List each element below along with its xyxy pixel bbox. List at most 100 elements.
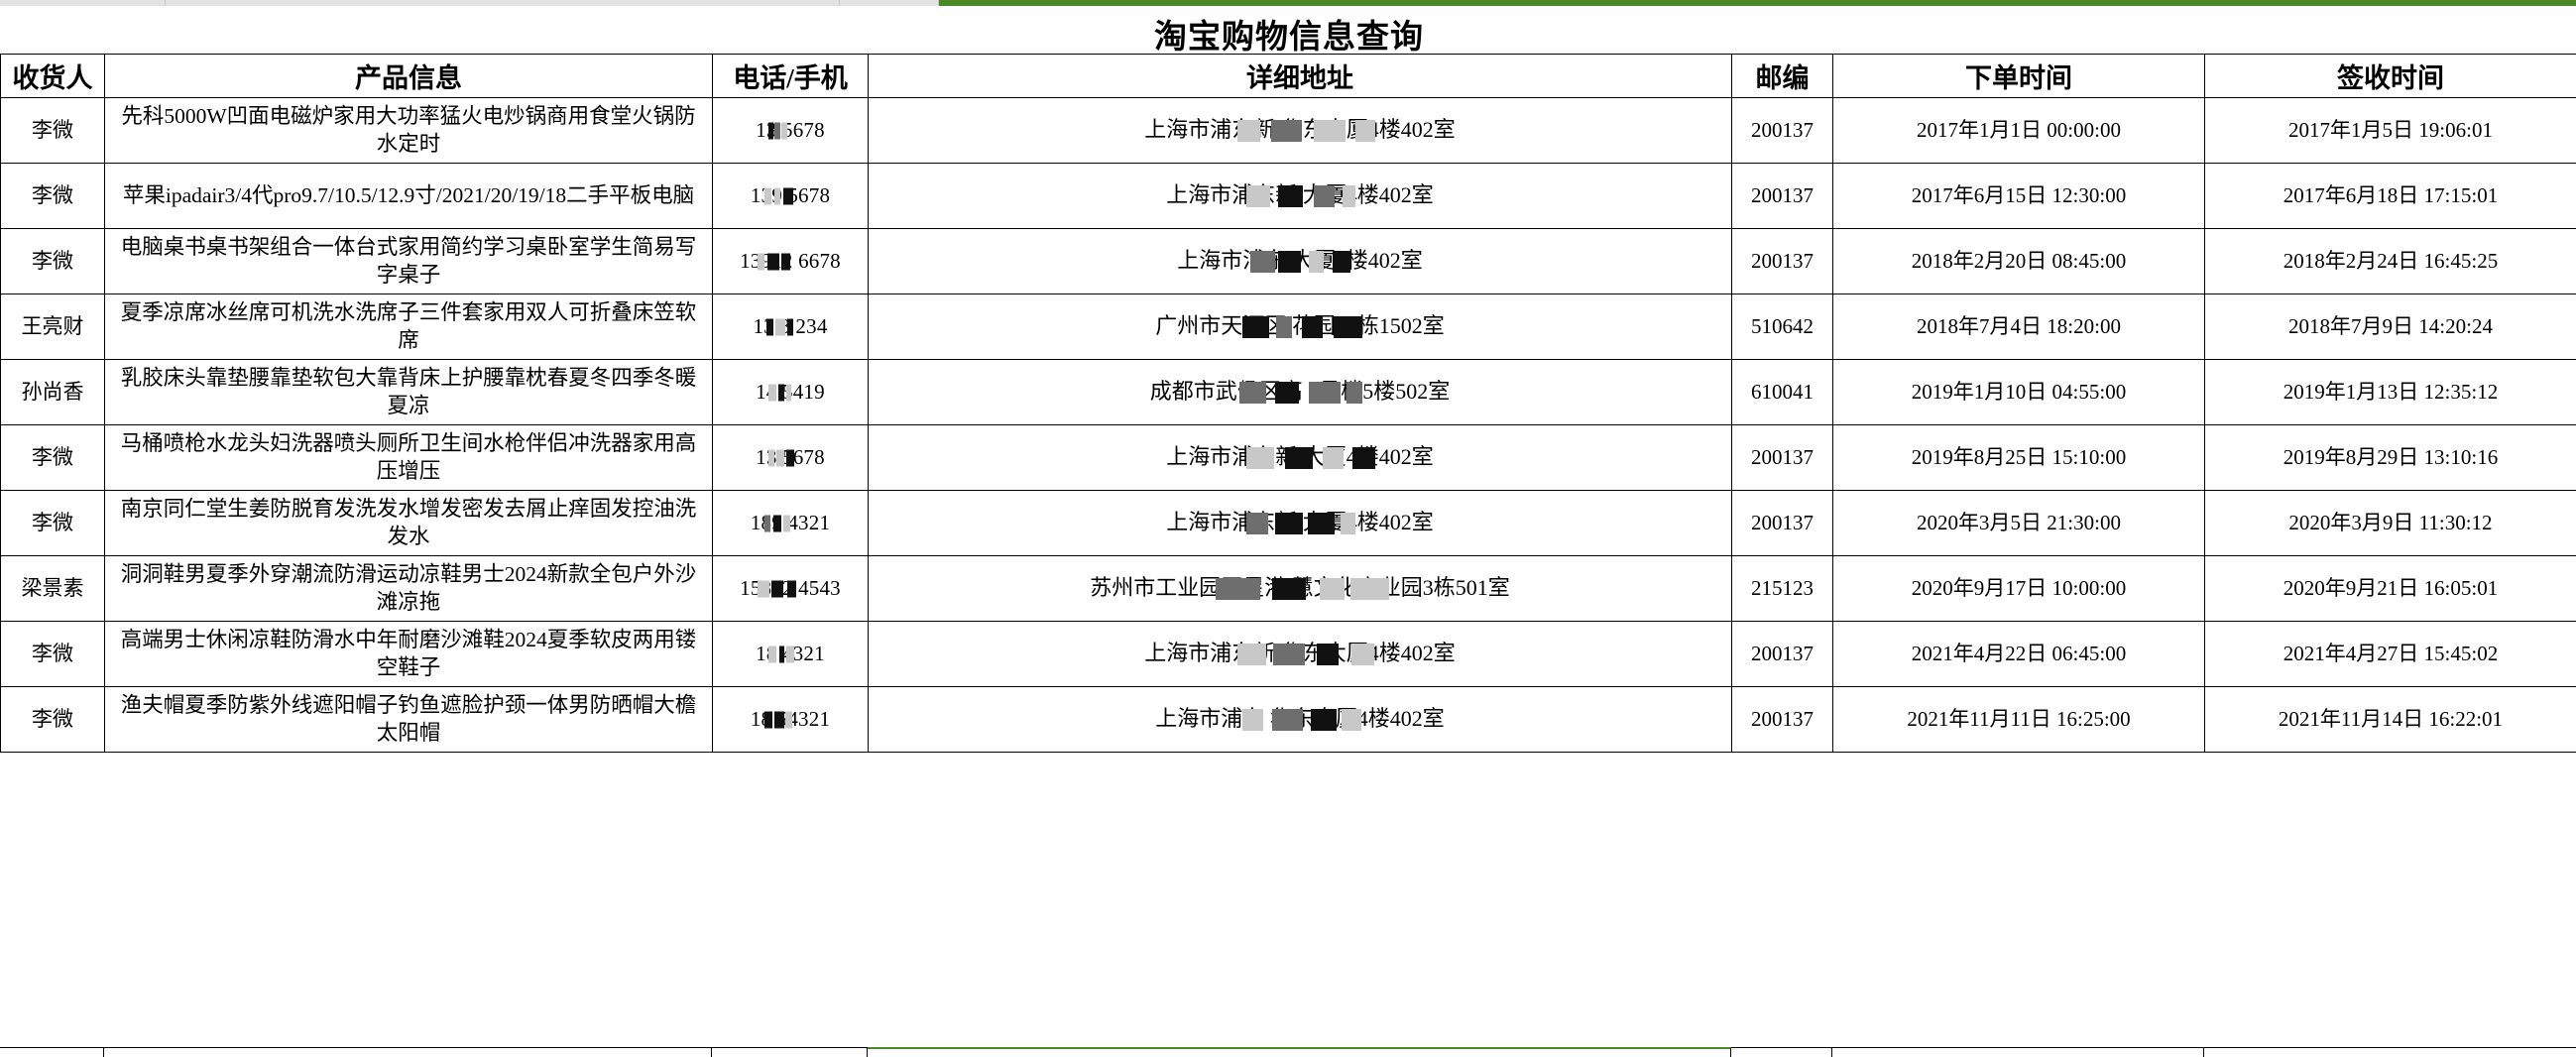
- cell-product-info[interactable]: 渔夫帽夏季防紫外线遮阳帽子钓鱼遮脸护颈一体男防晒帽大檐太阳帽: [104, 686, 713, 753]
- cell-zip[interactable]: 200137: [1731, 490, 1833, 556]
- cell-phone[interactable]: 13 5678: [712, 97, 869, 164]
- cell-zip[interactable]: 200137: [1731, 97, 1833, 164]
- redaction-block: [1322, 446, 1344, 469]
- cell-order-time[interactable]: 2019年8月25日 15:10:00: [1832, 424, 2205, 491]
- cell-phone[interactable]: 18 54321: [712, 686, 869, 753]
- cell-product-info[interactable]: 马桶喷枪水龙头妇洗器喷头厕所卫生间水枪伴侣冲洗器家用高压增压: [104, 424, 713, 491]
- cell-zip[interactable]: 200137: [1731, 424, 1833, 491]
- cell-zip[interactable]: 200137: [1731, 163, 1833, 229]
- cell-address[interactable]: 上海市浦东新 大厦4楼402室: [868, 424, 1732, 491]
- cell-address[interactable]: 上海市浦东 大厦4楼402室: [868, 228, 1732, 294]
- table-row[interactable]: 王亮财 夏季凉席冰丝席可机洗水洗席子三件套家用双人可折叠床笠软席 13 8 234 广…: [0, 294, 2576, 360]
- cell-address[interactable]: 上海市浦东新 大厦4楼402室: [868, 163, 1732, 229]
- cell-address[interactable]: 苏州市工业园区星港 慧文化产业园3栋501室: [868, 555, 1732, 622]
- column-header-recv[interactable]: 签收时间: [2204, 54, 2576, 98]
- cell-phone[interactable]: 139 5678: [712, 163, 869, 229]
- cell-product-info[interactable]: 高端男士休闲凉鞋防滑水中年耐磨沙滩鞋2024夏季软皮两用镂空鞋子: [104, 621, 713, 687]
- cell-order-time[interactable]: 2018年2月20日 08:45:00: [1832, 228, 2205, 294]
- cell-order-time[interactable]: 2021年11月11日 16:25:00: [1832, 686, 2205, 753]
- cell-phone[interactable]: 13912 6678: [712, 228, 869, 294]
- cell-recipient-name[interactable]: 李微: [0, 686, 105, 753]
- cell-receive-time[interactable]: 2017年1月5日 19:06:01: [2204, 97, 2576, 164]
- cell-product-info[interactable]: 电脑桌书桌书架组合一体台式家用简约学习桌卧室学生简易写字桌子: [104, 228, 713, 294]
- cell-phone[interactable]: 15822 4543: [712, 555, 869, 622]
- phone-text: 13 5678: [756, 445, 825, 470]
- cell-zip[interactable]: 510642: [1731, 294, 1833, 360]
- cell-recipient-name[interactable]: 李微: [0, 97, 105, 164]
- cell-order-time[interactable]: 2020年3月5日 21:30:00: [1832, 490, 2205, 556]
- cell-product-info[interactable]: 乳胶床头靠垫腰靠垫软包大靠背床上护腰靠枕春夏冬四季冬暖夏凉: [104, 359, 713, 425]
- cell-phone[interactable]: 189 4321: [712, 490, 869, 556]
- cell-product-info[interactable]: 先科5000W凹面电磁炉家用大功率猛火电炒锅商用食堂火锅防水定时: [104, 97, 713, 164]
- cell-address[interactable]: 成都市武侯区高 3号楼5楼502室: [868, 359, 1732, 425]
- table-row[interactable]: 李微 高端男士休闲凉鞋防滑水中年耐磨沙滩鞋2024夏季软皮两用镂空鞋子 18 432…: [0, 621, 2576, 687]
- table-row[interactable]: 李微 南京同仁堂生姜防脱育发洗发水增发密发去屑止痒固发控油洗发水 189 4321 上…: [0, 490, 2576, 556]
- cell-recipient-name[interactable]: 李微: [0, 163, 105, 229]
- cell-address[interactable]: 上海市浦东 华东大厦4楼402室: [868, 686, 1732, 753]
- cell-phone[interactable]: 14 5419: [712, 359, 869, 425]
- cell-zip[interactable]: 200137: [1731, 621, 1833, 687]
- column-header-prod[interactable]: 产品信息: [104, 54, 713, 98]
- cell-receive-time[interactable]: 2021年4月27日 15:45:02: [2204, 621, 2576, 687]
- cell-order-time[interactable]: 2020年9月17日 10:00:00: [1832, 555, 2205, 622]
- redaction-block: [1237, 643, 1266, 665]
- redaction-block: [783, 187, 793, 204]
- cell-receive-time[interactable]: 2019年1月13日 12:35:12: [2204, 359, 2576, 425]
- cell-recipient-name[interactable]: 梁景素: [0, 555, 105, 622]
- cell-receive-time[interactable]: 2017年6月18日 17:15:01: [2204, 163, 2576, 229]
- cell-order-time[interactable]: 2021年4月22日 06:45:00: [1832, 621, 2205, 687]
- addr-text: 上海市浦东新 大厦4楼402室: [1166, 182, 1434, 208]
- purchase-info-table: 收货人 产品信息 电话/手机 详细地址 邮编 下单时间 签收时间 李微 先科500…: [0, 54, 2576, 753]
- column-header-order[interactable]: 下单时间: [1832, 54, 2205, 98]
- cell-recipient-name[interactable]: 李微: [0, 228, 105, 294]
- column-header-addr[interactable]: 详细地址: [868, 54, 1732, 98]
- cell-zip[interactable]: 200137: [1731, 686, 1833, 753]
- cell-address[interactable]: 上海市浦东新 华东大厦4楼402室: [868, 621, 1732, 687]
- cell-address[interactable]: 广州市天河区 花园15栋1502室: [868, 294, 1732, 360]
- redaction-block: [1341, 512, 1355, 534]
- cell-zip[interactable]: 610041: [1731, 359, 1833, 425]
- cell-recipient-name[interactable]: 李微: [0, 424, 105, 491]
- cell-recipient-name[interactable]: 李微: [0, 621, 105, 687]
- cell-product-info[interactable]: 夏季凉席冰丝席可机洗水洗席子三件套家用双人可折叠床笠软席: [104, 294, 713, 360]
- cell-product-info[interactable]: 南京同仁堂生姜防脱育发洗发水增发密发去屑止痒固发控油洗发水: [104, 490, 713, 556]
- cell-order-time[interactable]: 2017年1月1日 00:00:00: [1832, 97, 2205, 164]
- cell-receive-time[interactable]: 2020年9月21日 16:05:01: [2204, 555, 2576, 622]
- addr-text: 广州市天河区 花园15栋1502室: [1155, 313, 1445, 339]
- column-header-zip[interactable]: 邮编: [1731, 54, 1833, 98]
- cell-recipient-name[interactable]: 孙尚香: [0, 359, 105, 425]
- cell-address[interactable]: 上海市浦东新 大厦4楼402室: [868, 490, 1732, 556]
- table-row[interactable]: 李微 电脑桌书桌书架组合一体台式家用简约学习桌卧室学生简易写字桌子 13912 66…: [0, 228, 2576, 294]
- cell-order-time[interactable]: 2018年7月4日 18:20:00: [1832, 294, 2205, 360]
- cell-receive-time[interactable]: 2019年8月29日 13:10:16: [2204, 424, 2576, 491]
- cell-address[interactable]: 上海市浦东新 华东大厦4楼402室: [868, 97, 1732, 164]
- addr-text: 上海市浦东新 大厦4楼402室: [1166, 510, 1434, 535]
- cell-receive-time[interactable]: 2018年2月24日 16:45:25: [2204, 228, 2576, 294]
- cell-recipient-name[interactable]: 王亮财: [0, 294, 105, 360]
- cell-phone[interactable]: 13 5678: [712, 424, 869, 491]
- table-row[interactable]: 李微 马桶喷枪水龙头妇洗器喷头厕所卫生间水枪伴侣冲洗器家用高压增压 13 5678 上…: [0, 424, 2576, 491]
- cell-order-time[interactable]: 2017年6月15日 12:30:00: [1832, 163, 2205, 229]
- column-header-name[interactable]: 收货人: [0, 54, 105, 98]
- cell-receive-time[interactable]: 2018年7月9日 14:20:24: [2204, 294, 2576, 360]
- redaction-block: [774, 122, 780, 139]
- cell-recipient-name[interactable]: 李微: [0, 490, 105, 556]
- table-row[interactable]: 梁景素 洞洞鞋男夏季外穿潮流防滑运动凉鞋男士2024新款全包户外沙滩凉拖 15822…: [0, 555, 2576, 622]
- cell-product-info[interactable]: 洞洞鞋男夏季外穿潮流防滑运动凉鞋男士2024新款全包户外沙滩凉拖: [104, 555, 713, 622]
- cell-order-time[interactable]: 2019年1月10日 04:55:00: [1832, 359, 2205, 425]
- table-row[interactable]: 孙尚香 乳胶床头靠垫腰靠垫软包大靠背床上护腰靠枕春夏冬四季冬暖夏凉 14 5419 成…: [0, 359, 2576, 425]
- cell-receive-time[interactable]: 2021年11月14日 16:22:01: [2204, 686, 2576, 753]
- redaction-block: [1246, 184, 1271, 207]
- cell-receive-time[interactable]: 2020年3月9日 11:30:12: [2204, 490, 2576, 556]
- redaction-block: [773, 515, 781, 531]
- addr-text: 上海市浦东 华东大厦4楼402室: [1155, 706, 1445, 732]
- cell-zip[interactable]: 200137: [1731, 228, 1833, 294]
- cell-phone[interactable]: 18 4321: [712, 621, 869, 687]
- cell-phone[interactable]: 13 8 234: [712, 294, 869, 360]
- table-row[interactable]: 李微 渔夫帽夏季防紫外线遮阳帽子钓鱼遮脸护颈一体男防晒帽大檐太阳帽 18 54321…: [0, 686, 2576, 753]
- column-header-phone[interactable]: 电话/手机: [712, 54, 869, 98]
- cell-zip[interactable]: 215123: [1731, 555, 1833, 622]
- table-row[interactable]: 李微 先科5000W凹面电磁炉家用大功率猛火电炒锅商用食堂火锅防水定时 13 567…: [0, 97, 2576, 164]
- table-row[interactable]: 李微 苹果ipadair3/4代pro9.7/10.5/12.9寸/2021/20…: [0, 163, 2576, 229]
- cell-product-info[interactable]: 苹果ipadair3/4代pro9.7/10.5/12.9寸/2021/20/1…: [104, 163, 713, 229]
